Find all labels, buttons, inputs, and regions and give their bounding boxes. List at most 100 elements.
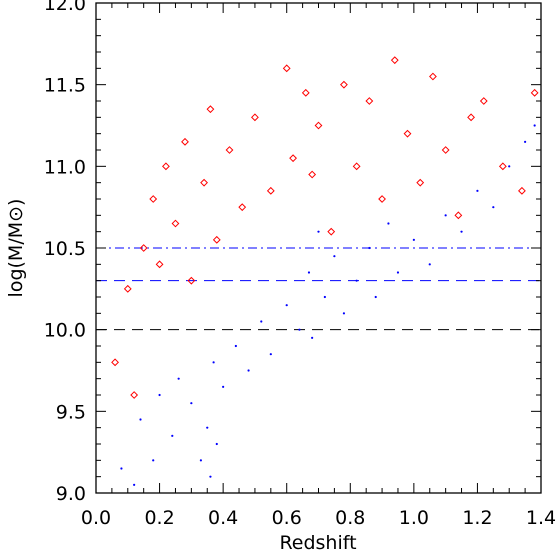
x-tick-label: 0.4	[208, 507, 238, 529]
data-point-dot	[368, 246, 371, 250]
data-point-dot	[190, 402, 193, 405]
data-point-diamond	[200, 178, 208, 187]
data-point-dot	[139, 418, 142, 421]
x-tick-label: 0.2	[144, 507, 174, 529]
data-point-dot	[269, 353, 272, 356]
data-point-dot	[133, 483, 136, 486]
y-tick-label: 10.5	[44, 238, 86, 260]
data-point-dot	[460, 230, 463, 233]
data-point-dot	[206, 426, 209, 429]
x-tick-label: 0.8	[335, 507, 365, 529]
x-tick-label: 1.0	[399, 507, 429, 529]
data-point-diamond	[139, 244, 148, 252]
data-point-dot	[152, 459, 155, 462]
data-point-dot	[333, 255, 336, 258]
data-point-diamond	[266, 186, 275, 195]
data-point-diamond	[155, 260, 164, 269]
data-point-dot	[323, 295, 326, 299]
data-point-diamond	[454, 211, 463, 220]
data-point-diamond	[530, 88, 539, 97]
data-point-diamond	[352, 162, 361, 171]
reference-lines	[96, 247, 541, 331]
data-point-dot	[355, 279, 358, 282]
data-point-diamond	[467, 113, 475, 122]
data-point-dot	[177, 377, 180, 380]
data-point-dot	[387, 222, 390, 225]
data-point-dot	[247, 369, 250, 372]
data-point-diamond	[308, 170, 317, 179]
data-point-diamond	[340, 80, 348, 89]
data-point-diamond	[111, 358, 119, 367]
data-point-diamond	[314, 121, 323, 130]
x-tick-label: 1.2	[462, 507, 492, 529]
data-point-dot	[533, 124, 536, 127]
data-point-dot	[298, 328, 301, 331]
y-tick-label: 9.5	[56, 401, 86, 423]
y-tick-label: 12.0	[44, 0, 86, 15]
data-point-diamond	[282, 64, 291, 73]
data-point-dot	[222, 385, 225, 388]
data-point-dot	[412, 238, 415, 241]
data-point-dot	[317, 230, 320, 233]
data-point-diamond	[441, 146, 450, 154]
data-point-diamond	[498, 162, 507, 171]
x-tick-label: 1.4	[526, 507, 556, 529]
data-point-dot	[428, 263, 431, 266]
data-point-dot	[476, 189, 479, 192]
data-point-dot	[209, 475, 212, 478]
data-point-dot	[342, 312, 346, 315]
y-tick-label: 9.0	[56, 483, 86, 505]
data-point-diamond	[289, 154, 297, 163]
data-point-diamond	[212, 235, 221, 244]
data-point-dot	[307, 271, 311, 274]
data-point-dot	[120, 467, 123, 470]
series-red-diamonds	[111, 56, 539, 399]
data-point-diamond	[403, 129, 412, 138]
data-point-diamond	[181, 137, 189, 146]
data-point-diamond	[162, 162, 170, 171]
data-point-dot	[158, 393, 161, 397]
data-point-dot	[311, 336, 314, 339]
data-point-diamond	[365, 97, 374, 105]
y-tick-label: 10.0	[44, 320, 86, 342]
data-point-dot	[508, 165, 511, 168]
data-point-diamond	[206, 105, 215, 114]
x-tick-label: 0.6	[272, 507, 302, 529]
data-point-dot	[444, 214, 447, 217]
data-point-diamond	[187, 276, 196, 285]
data-point-dot	[374, 295, 377, 299]
x-tick-label: 0.0	[81, 507, 111, 529]
y-axis-title: log(M/M⊙)	[5, 199, 27, 298]
data-point-diamond	[149, 195, 158, 203]
data-point-diamond	[251, 113, 259, 122]
data-point-dot	[492, 206, 495, 209]
data-point-diamond	[518, 186, 526, 195]
x-axis-title: Redshift	[279, 532, 356, 554]
data-point-diamond	[327, 227, 336, 236]
data-point-dot	[171, 434, 174, 437]
data-point-diamond	[225, 146, 234, 154]
data-point-diamond	[416, 178, 425, 187]
data-point-diamond	[429, 72, 437, 81]
axis-ticks: 0.0 0.2 0.4 0.6 0.8 1.0 1.2 1.4 9.0 9.5 10.0 10.5 11…	[44, 0, 556, 529]
data-point-dot	[234, 344, 237, 348]
data-point-dot	[215, 442, 218, 446]
data-point-diamond	[479, 97, 488, 105]
data-point-diamond	[238, 203, 247, 212]
data-point-dot	[199, 459, 202, 462]
data-point-dot	[260, 320, 263, 323]
data-point-dot	[285, 304, 288, 307]
series-blue-points	[120, 124, 536, 486]
y-tick-label: 11.5	[44, 75, 86, 97]
data-point-diamond	[301, 88, 310, 97]
data-point-diamond	[171, 219, 180, 228]
data-point-diamond	[378, 195, 386, 203]
data-point-dot	[524, 140, 527, 143]
data-point-dot	[396, 271, 400, 274]
data-point-diamond	[130, 391, 139, 399]
data-point-diamond	[123, 284, 132, 293]
data-point-diamond	[390, 56, 399, 65]
y-tick-label: 11.0	[44, 156, 86, 178]
data-point-dot	[212, 361, 215, 364]
